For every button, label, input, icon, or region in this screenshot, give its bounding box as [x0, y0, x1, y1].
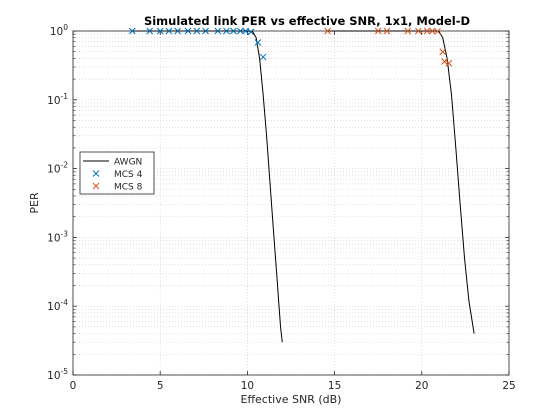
mcs-8-point [434, 27, 441, 35]
x-tick-label: 20 [415, 380, 428, 392]
mcs-4-point [237, 27, 244, 35]
legend-label-mcs-4: MCS 4 [114, 170, 143, 180]
y-tick-label: 10-3 [47, 229, 68, 244]
y-tick-label: 10-1 [47, 92, 68, 107]
legend-swatch-mcs-4 [92, 170, 100, 177]
x-axis-label: Effective SNR (dB) [241, 393, 342, 406]
mcs-4-point [156, 27, 164, 35]
mcs-4-point [184, 27, 192, 35]
legend-label-awgn: AWGN [114, 158, 142, 168]
mcs-4-point [193, 27, 201, 35]
mcs-8-point [404, 27, 412, 35]
mcs-4-point [259, 53, 267, 61]
x-tick-label: 25 [502, 380, 515, 392]
legend-swatch-mcs-8 [92, 182, 100, 190]
mcs-8-point [383, 27, 391, 35]
mcs-4-point [247, 28, 255, 36]
chart-title: Simulated link PER vs effective SNR, 1x1… [144, 14, 470, 28]
mcs-8-point [324, 27, 331, 35]
mcs-4-point [165, 27, 173, 35]
legend: AWGN MCS 4 MCS 8 [79, 151, 155, 195]
mcs-4-point [202, 27, 209, 35]
mcs-4-point [230, 27, 237, 35]
mcs-8-point [423, 27, 431, 35]
mcs-8-point [441, 58, 448, 65]
mcs-8-point [428, 27, 436, 35]
mcs-8-point [445, 59, 453, 67]
mcs-4-point [223, 27, 230, 35]
legend-box [79, 151, 155, 195]
x-tick-label: 10 [241, 380, 254, 392]
axes-background [73, 31, 509, 375]
y-tick-label: 100 [50, 23, 68, 38]
axes-box [72, 30, 510, 376]
mcs-8-point [439, 48, 447, 56]
plot-area [128, 27, 475, 343]
mcs-4-point [146, 27, 154, 35]
y-tick-label: 10-2 [47, 161, 68, 176]
mcs-4-point [214, 27, 222, 35]
x-tick-label: 5 [157, 380, 164, 392]
legend-label-mcs-8: MCS 8 [114, 183, 143, 193]
y-tick-label: 10-4 [47, 298, 68, 313]
mcs-8-point [414, 27, 422, 35]
x-tick-label: 15 [328, 380, 341, 392]
y-tick-label: 10-5 [47, 367, 68, 382]
axes [72, 30, 510, 376]
mcs-4-point [242, 27, 250, 35]
mcs-4-point [128, 27, 136, 35]
mcs-4-point [174, 27, 181, 35]
x-tick-label: 0 [70, 380, 77, 392]
ticks: 0 5 10 15 20 25 100 10-1 10-2 10-3 10-4 10-5 [47, 23, 516, 392]
mcs-4-point [254, 39, 262, 46]
mcs-8-point [374, 27, 382, 35]
y-axis-label: PER [28, 192, 41, 214]
